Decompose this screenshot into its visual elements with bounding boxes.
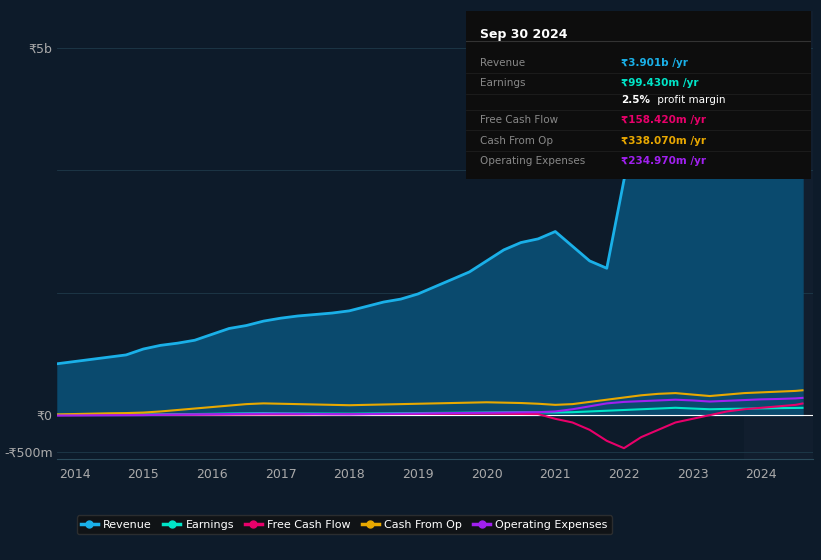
Text: Earnings: Earnings: [480, 78, 525, 88]
Text: ₹3.901b /yr: ₹3.901b /yr: [621, 58, 688, 68]
Text: ₹234.970m /yr: ₹234.970m /yr: [621, 156, 707, 166]
Text: 2.5%: 2.5%: [621, 95, 650, 105]
Text: ₹338.070m /yr: ₹338.070m /yr: [621, 136, 707, 146]
Text: Cash From Op: Cash From Op: [480, 136, 553, 146]
Text: Operating Expenses: Operating Expenses: [480, 156, 585, 166]
Text: ₹99.430m /yr: ₹99.430m /yr: [621, 78, 699, 88]
Legend: Revenue, Earnings, Free Cash Flow, Cash From Op, Operating Expenses: Revenue, Earnings, Free Cash Flow, Cash …: [76, 515, 612, 534]
Text: profit margin: profit margin: [654, 95, 726, 105]
Text: Free Cash Flow: Free Cash Flow: [480, 115, 558, 125]
Text: ₹158.420m /yr: ₹158.420m /yr: [621, 115, 707, 125]
Text: Sep 30 2024: Sep 30 2024: [480, 28, 567, 41]
Bar: [744, 11, 813, 459]
Text: Revenue: Revenue: [480, 58, 525, 68]
